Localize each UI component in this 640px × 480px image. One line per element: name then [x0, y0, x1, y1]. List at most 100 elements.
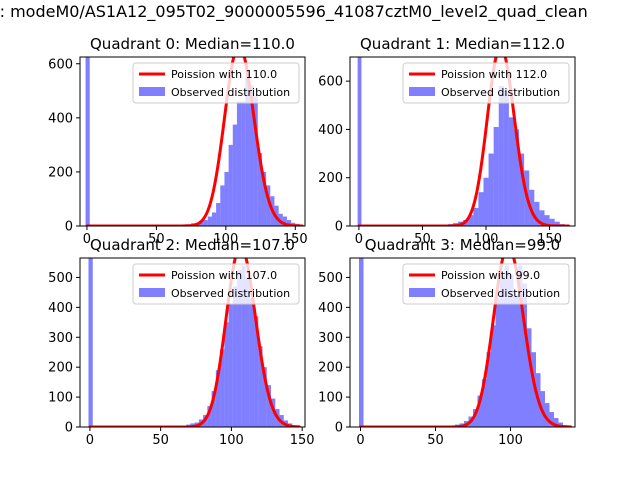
hist-bar	[241, 101, 246, 226]
hist-bar	[282, 216, 287, 226]
x-tick-label: 150	[537, 232, 562, 247]
subplot-quadrant-1: 0 50 100 150 0 200 400 600 Quadrant 1: Median=11…	[318, 35, 576, 247]
axes-frame	[79, 56, 306, 227]
x-tick-label: 100	[213, 232, 238, 247]
legend-hist-label: Observed distribution	[171, 287, 290, 300]
legend-box	[132, 263, 300, 305]
legend-hist-swatch	[409, 288, 435, 297]
hist-bar	[228, 304, 233, 427]
hist-bar	[232, 124, 237, 226]
hist-bar	[518, 265, 523, 427]
hist-bar	[224, 171, 229, 226]
hist-bar	[253, 96, 258, 226]
hist-bar	[216, 203, 221, 226]
axes-frame	[349, 257, 576, 428]
x-tick-label: 0	[86, 433, 94, 448]
hist-bar	[509, 274, 514, 427]
legend-box	[402, 62, 570, 104]
y-tick-label: 200	[318, 361, 343, 376]
subplot-title: Quadrant 3: Median=99.0	[365, 236, 560, 254]
legend-box	[402, 263, 570, 305]
figure-title: n file: modeM0/AS1A12_095T02_9000005596_…	[0, 2, 588, 21]
hist-bar	[249, 85, 254, 226]
x-tick-label: 100	[219, 433, 244, 448]
hist-bar	[228, 144, 233, 226]
hist-bar	[503, 90, 509, 226]
hist-bar	[513, 295, 518, 427]
hist-bar	[468, 215, 474, 226]
hist-bar	[493, 127, 499, 226]
hist-bar	[266, 385, 272, 427]
poisson-fit-line	[359, 258, 572, 427]
hist-bar	[211, 391, 216, 427]
x-tick-label: 0	[356, 433, 364, 448]
y-tick-label: 0	[65, 220, 73, 235]
hist-bar	[495, 298, 500, 427]
hist-bar	[245, 75, 250, 226]
plot-area	[85, 57, 304, 226]
hist-bar	[249, 298, 255, 427]
y-tick-label: 400	[318, 301, 343, 316]
hist-bar	[258, 346, 263, 427]
hist-bar	[271, 398, 276, 427]
y-tick-label: 600	[318, 75, 343, 90]
x-tick-label: 100	[498, 433, 523, 448]
hist-bar	[491, 325, 496, 427]
hist-bar	[245, 277, 250, 427]
hist-bar	[483, 177, 489, 226]
y-tick-label: 400	[48, 301, 73, 316]
hist-bar	[531, 352, 536, 427]
x-tick-label: 150	[290, 433, 315, 448]
hist-bar	[558, 422, 563, 427]
hist-bar	[545, 403, 550, 427]
hist-bar	[486, 352, 491, 427]
hist-bar	[549, 218, 555, 226]
x-tick-label: 50	[152, 433, 169, 448]
y-tick-label: 0	[65, 421, 73, 436]
y-tick-label: 300	[318, 331, 343, 346]
x-tick-label: 100	[474, 232, 499, 247]
plot-area	[359, 258, 572, 427]
hist-bar	[482, 379, 487, 427]
legend-fit-label: Poission with 112.0	[441, 68, 547, 81]
legend-hist-swatch	[139, 87, 165, 96]
subplot-quadrant-2: 0 50 100 150 0 100 200 300 400 500 Quadrant 2: Med…	[48, 236, 314, 448]
hist-bar	[236, 101, 242, 226]
hist-bar	[237, 269, 242, 427]
legend-fit-label: Poission with 110.0	[171, 68, 277, 81]
y-tick-label: 400	[48, 111, 73, 126]
y-tick-label: 400	[318, 123, 343, 138]
hist-bar	[478, 192, 484, 226]
hist-bar	[207, 216, 212, 226]
legend-hist-swatch	[409, 87, 435, 96]
hist-bar	[199, 221, 204, 226]
y-tick-label: 600	[48, 57, 73, 72]
hist-bar	[522, 283, 527, 427]
hist-bar	[539, 210, 545, 226]
hist-bar	[261, 171, 267, 226]
hist-bar	[504, 265, 509, 427]
hist-bar	[500, 274, 505, 427]
hist-bar	[357, 57, 362, 226]
hist-bar	[544, 215, 550, 226]
hist-bar	[477, 395, 482, 427]
hist-bar	[359, 258, 364, 427]
legend: Poission with 107.0 Observed distribution	[132, 263, 300, 305]
hist-bar	[266, 185, 271, 226]
plot-area	[357, 57, 571, 226]
y-tick-label: 200	[48, 361, 73, 376]
subplot-quadrant-0: 0 50 100 150 0 200 400 600 Quadrant 0: Median=11…	[48, 35, 308, 247]
legend-fit-label: Poission with 107.0	[171, 269, 277, 282]
y-tick-label: 0	[335, 421, 343, 436]
hist-bar	[508, 117, 514, 226]
poisson-fit-line	[88, 258, 301, 427]
hist-bar	[220, 349, 225, 427]
legend: Poission with 112.0 Observed distribution	[402, 62, 570, 104]
x-tick-label: 0	[355, 232, 363, 247]
y-tick-label: 100	[318, 391, 343, 406]
axes-frame	[349, 56, 576, 227]
subplot-title: Quadrant 0: Median=110.0	[90, 35, 295, 53]
legend-hist-label: Observed distribution	[441, 287, 560, 300]
hist-bar	[88, 258, 93, 427]
